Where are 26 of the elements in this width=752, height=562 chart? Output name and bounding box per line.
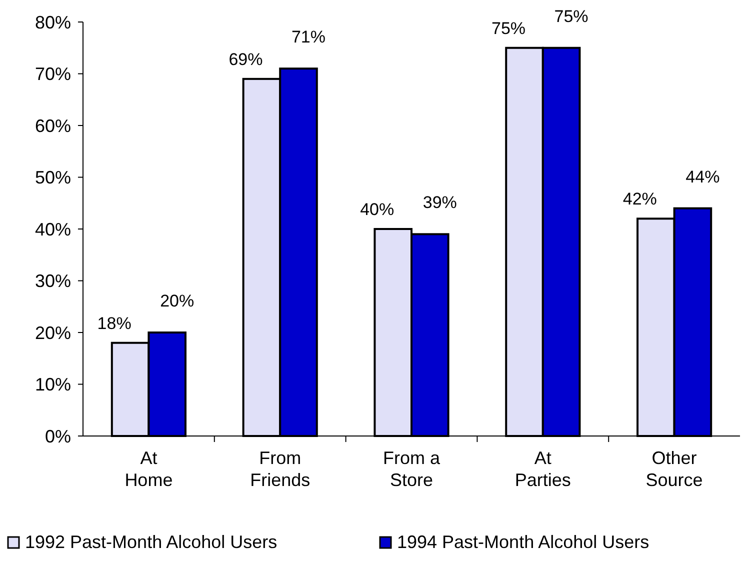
data-label: 40% (360, 200, 394, 219)
x-tick-label: At Parties (514, 448, 571, 490)
x-tick-label: Other Source (646, 448, 703, 490)
y-tick-label: 0% (44, 426, 71, 446)
y-tick-label: 10% (34, 374, 71, 395)
x-tick-label: From a Store (382, 448, 441, 490)
data-label: 18% (97, 314, 132, 333)
y-tick-label: 70% (34, 64, 71, 84)
x-tick-label: From Friends (250, 448, 310, 490)
legend-label: 1994 Past-Month Alcohol Users (397, 532, 650, 552)
data-label: 75% (491, 18, 526, 38)
y-tick-label: 40% (34, 219, 71, 240)
data-label: 75% (554, 6, 588, 26)
y-tick-label: 30% (34, 271, 71, 292)
y-tick-label: 80% (34, 12, 71, 32)
data-label: 44% (686, 167, 720, 186)
data-label: 71% (291, 28, 326, 47)
legend-label: 1992 Past-Month Alcohol Users (25, 532, 278, 552)
y-tick-label: 20% (34, 322, 71, 343)
y-tick-label: 50% (34, 168, 71, 188)
data-label: 42% (622, 190, 657, 209)
x-tick-label: At Home (124, 448, 173, 490)
data-label: 39% (422, 193, 457, 212)
data-label: 69% (228, 50, 263, 69)
y-tick-label: 60% (34, 116, 71, 136)
data-label: 20% (160, 292, 194, 310)
